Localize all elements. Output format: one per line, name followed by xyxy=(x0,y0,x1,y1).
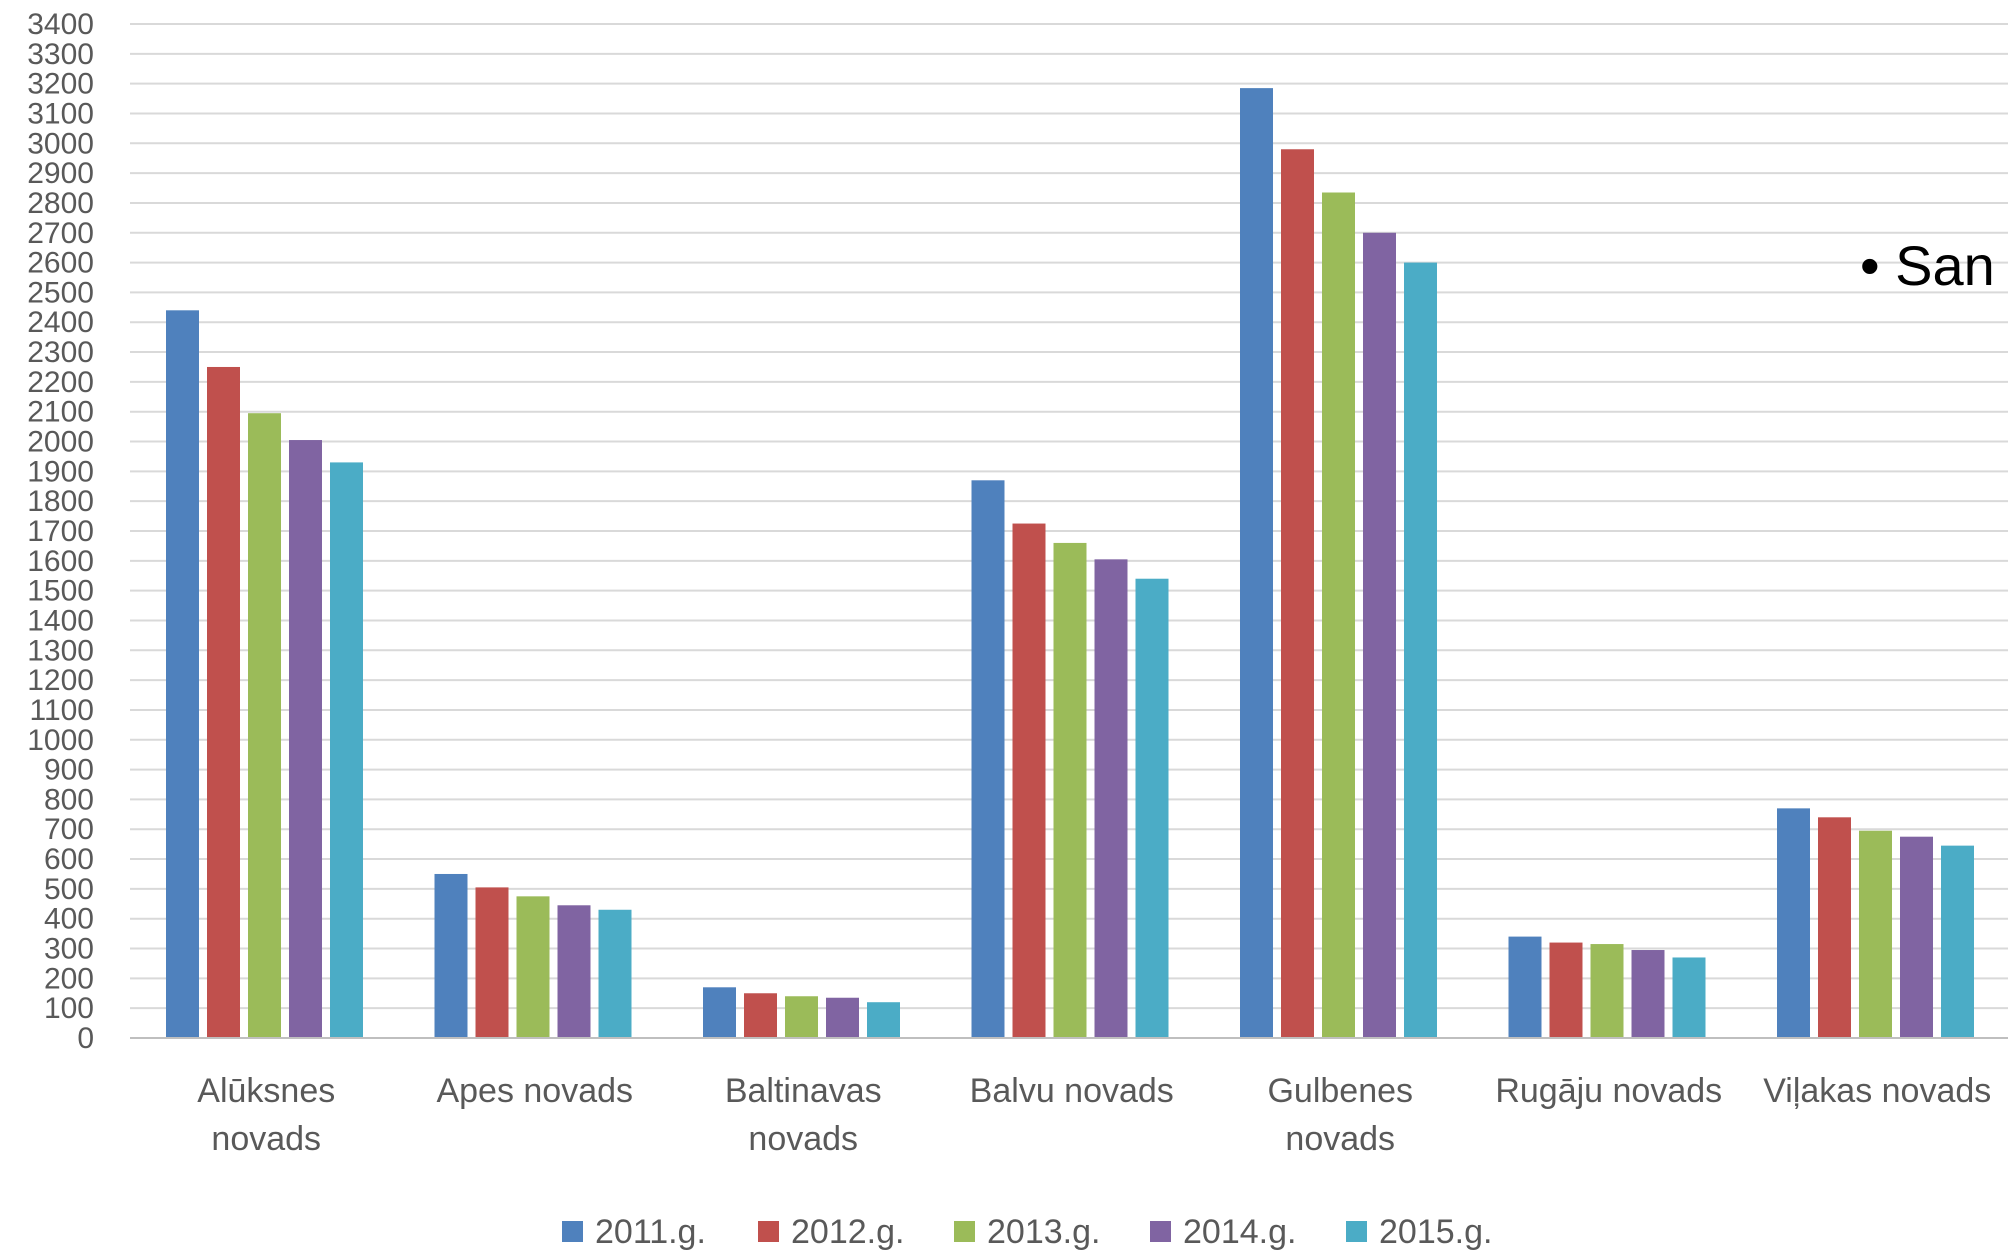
y-tick-label: 2800 xyxy=(27,187,94,220)
bar xyxy=(166,310,199,1038)
y-tick-label: 1100 xyxy=(29,694,94,727)
y-tick-label: 1500 xyxy=(27,575,94,608)
slide-bullet-text: • San xyxy=(1860,234,1995,297)
bar xyxy=(785,996,818,1038)
y-tick-label: 1400 xyxy=(27,604,94,637)
bar xyxy=(1777,808,1810,1038)
bar xyxy=(248,413,281,1039)
y-tick-label: 1700 xyxy=(27,515,94,548)
y-tick-label: 2400 xyxy=(27,306,94,339)
y-tick-label: 2300 xyxy=(27,336,94,369)
legend-swatch xyxy=(1346,1221,1367,1242)
bar xyxy=(1672,957,1706,1038)
legend-label: 2013.g. xyxy=(987,1213,1100,1251)
legend-swatch xyxy=(954,1221,975,1242)
bar xyxy=(557,905,591,1038)
bar xyxy=(475,887,509,1038)
y-tick-label: 3100 xyxy=(27,97,94,130)
y-tick-label: 200 xyxy=(44,962,94,995)
bar xyxy=(434,873,468,1038)
bar xyxy=(1135,578,1169,1038)
bar xyxy=(971,480,1005,1038)
y-tick-label: 0 xyxy=(77,1022,94,1055)
bar xyxy=(207,366,240,1038)
legend-swatch xyxy=(758,1221,779,1242)
x-category-label: novads xyxy=(1285,1120,1395,1158)
y-tick-label: 300 xyxy=(44,933,94,966)
bar xyxy=(1404,262,1437,1038)
x-category-label: novads xyxy=(748,1120,858,1158)
x-category-label: Rugāju novads xyxy=(1495,1072,1722,1110)
bar xyxy=(330,462,363,1038)
x-category-label: Baltinavas xyxy=(725,1072,882,1110)
bar xyxy=(1240,88,1273,1038)
bar xyxy=(598,909,632,1038)
x-category-label: Balvu novads xyxy=(970,1072,1174,1110)
y-tick-label: 100 xyxy=(44,992,94,1025)
x-category-label: Alūksnes xyxy=(197,1072,335,1110)
legend-label: 2015.g. xyxy=(1379,1213,1492,1251)
legend-label: 2014.g. xyxy=(1183,1213,1296,1251)
bar xyxy=(744,993,777,1038)
x-axis-categories: Alūksnes novads Apes novads Baltinavas novad… xyxy=(197,1072,1991,1158)
y-tick-label: 500 xyxy=(44,873,94,906)
legend: 2011.g. 2012.g. 2013.g. 2014.g. 2015.g. xyxy=(562,1213,1492,1251)
y-tick-label: 1300 xyxy=(27,634,94,667)
y-tick-label: 1900 xyxy=(27,455,94,488)
y-tick-label: 700 xyxy=(44,813,94,846)
y-tick-label: 800 xyxy=(44,783,94,816)
y-tick-label: 1200 xyxy=(27,664,94,697)
bar xyxy=(1012,523,1046,1038)
bar xyxy=(1900,836,1933,1038)
bar xyxy=(516,896,550,1038)
y-tick-label: 1600 xyxy=(27,545,94,578)
y-tick-label: 3300 xyxy=(27,38,94,71)
bar xyxy=(867,1002,900,1038)
y-tick-label: 400 xyxy=(44,903,94,936)
y-tick-label: 2000 xyxy=(27,426,94,459)
legend-swatch xyxy=(1150,1221,1171,1242)
y-tick-label: 1000 xyxy=(27,724,94,757)
y-tick-label: 1800 xyxy=(27,485,94,518)
legend-swatch xyxy=(562,1221,583,1242)
bar xyxy=(1053,542,1087,1038)
y-tick-label: 2600 xyxy=(27,247,94,280)
legend-label: 2011.g. xyxy=(595,1213,706,1251)
bar xyxy=(1094,559,1128,1038)
bar xyxy=(1818,817,1851,1038)
y-tick-label: 3200 xyxy=(27,68,94,101)
y-tick-label: 900 xyxy=(44,754,94,787)
y-tick-label: 2500 xyxy=(27,276,94,309)
y-tick-label: 600 xyxy=(44,843,94,876)
x-category-label: Viļakas novads xyxy=(1763,1072,1991,1110)
bar xyxy=(1322,192,1355,1039)
bar xyxy=(1363,232,1396,1038)
y-tick-label: 2200 xyxy=(27,366,94,399)
bars xyxy=(166,88,1974,1039)
y-tick-label: 3400 xyxy=(27,8,94,41)
bar xyxy=(1281,149,1314,1039)
bar xyxy=(1508,936,1542,1038)
x-category-label: Gulbenes xyxy=(1267,1072,1413,1110)
bar xyxy=(1859,830,1892,1038)
bar xyxy=(1549,942,1583,1038)
bar xyxy=(826,997,859,1038)
bar xyxy=(703,987,736,1038)
bar xyxy=(289,440,322,1039)
y-tick-label: 2700 xyxy=(27,217,94,250)
bar xyxy=(1590,944,1624,1038)
y-tick-label: 2900 xyxy=(27,157,94,190)
y-tick-label: 2100 xyxy=(27,396,94,429)
bar xyxy=(1941,845,1974,1038)
x-category-label: Apes novads xyxy=(436,1072,633,1110)
x-category-label: novads xyxy=(211,1120,321,1158)
legend-label: 2012.g. xyxy=(791,1213,904,1251)
y-axis-ticks: 0100200300400500600700800900100011001200… xyxy=(27,8,94,1055)
bar xyxy=(1631,950,1665,1038)
y-tick-label: 3000 xyxy=(27,127,94,160)
